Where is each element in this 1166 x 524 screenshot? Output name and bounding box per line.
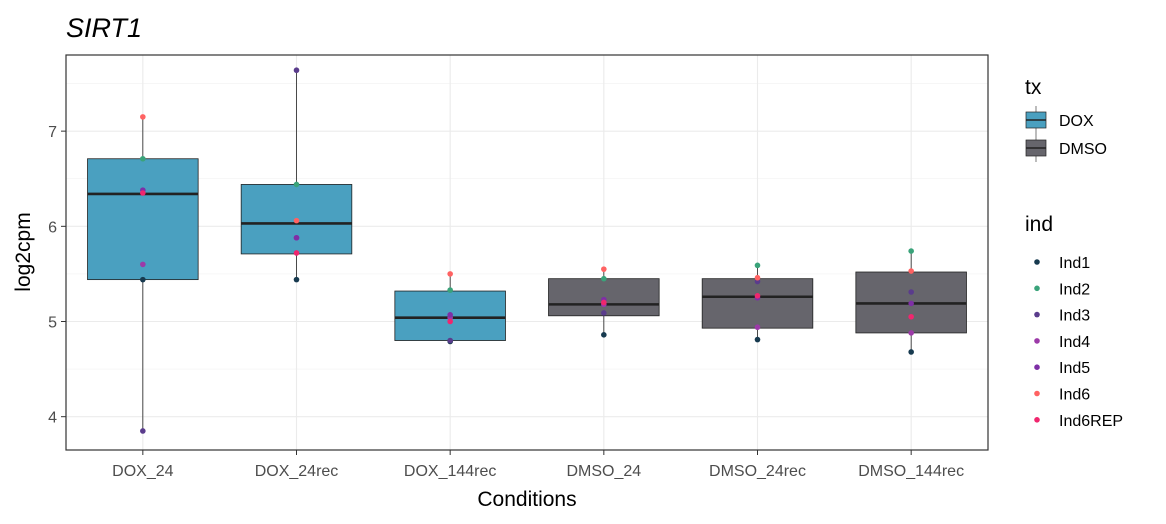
legend-tx-label: DOX [1059,113,1094,130]
legend-ind-item: Ind3 [1034,308,1090,325]
point-Ind1-DOX_24 [140,276,146,283]
legend-tx-item: DOX [1025,106,1094,134]
point-Ind6REP-DOX_24 [140,190,146,196]
point-Ind4-DMSO_144rec [908,330,914,336]
legend-ind-dot [1034,364,1040,371]
point-Ind6REP-DMSO_24 [601,299,607,306]
point-Ind5-DOX_24rec [293,234,300,241]
box-body [87,158,199,281]
point-Ind4-DMSO_24rec [754,324,761,331]
point-Ind1-DMSO_24rec [754,336,761,343]
point-Ind1-DMSO_144rec [908,349,914,355]
legend-ind-label: Ind4 [1059,334,1090,351]
point-Ind5-DOX_144rec [447,312,453,318]
legend-ind: ind Ind1 Ind2 Ind3 Ind4 Ind5 Ind6 Ind6REP [1025,213,1123,430]
point-Ind6-DMSO_144rec [908,268,914,274]
point-Ind6-DOX_144rec [447,271,453,277]
legend-tx: tx DOX DMSO [1025,76,1107,162]
point-Ind5-DMSO_144rec [908,300,914,307]
point-Ind1-DMSO_24 [601,332,607,338]
legend-ind-dot [1034,417,1040,423]
legend-ind-item: Ind4 [1034,334,1090,351]
y-tick-label: 4 [48,410,57,427]
legend-ind-dot [1034,259,1040,265]
plot-panel [66,55,988,450]
legend-ind-item: Ind5 [1034,360,1090,377]
point-Ind6-DMSO_24rec [754,274,761,281]
box-DOX_24 [87,116,199,431]
legend-ind-label: Ind6 [1059,387,1090,404]
point-Ind2-DOX_144rec [447,287,453,293]
legend-ind-dot [1034,338,1040,344]
point-Ind3-DMSO_24 [601,310,607,316]
point-Ind3-DOX_144rec [447,337,453,344]
chart-title: SIRT1 [66,13,142,43]
box-group [87,70,967,431]
point-Ind2-DMSO_144rec [908,248,914,254]
x-tick-label: DOX_144rec [404,463,497,480]
point-Ind3-DOX_24 [140,428,146,434]
legend-tx-label: DMSO [1059,141,1107,158]
point-Ind6-DOX_24rec [293,217,300,224]
point-Ind4-DOX_24 [140,261,146,268]
point-Ind6-DOX_24 [140,114,146,120]
legend-ind-label: Ind5 [1059,360,1090,377]
legend-ind-label: Ind6REP [1059,413,1123,430]
point-Ind2-DMSO_24rec [754,262,761,269]
point-Ind6-DMSO_24 [601,266,607,272]
point-Ind6REP-DMSO_144rec [908,313,914,320]
legend-ind-item: Ind6REP [1034,413,1123,430]
legend-tx-title: tx [1025,76,1042,99]
legend-tx-item: DMSO [1025,134,1107,162]
point-Ind2-DOX_24rec [293,181,300,188]
y-axis: 4 5 6 7 [48,124,66,427]
point-Ind3-DMSO_144rec [908,289,914,295]
legend-ind-dot [1034,311,1040,318]
legend-ind-dot [1034,285,1040,292]
point-Ind2-DMSO_24 [601,275,607,282]
x-tick-label: DMSO_24rec [709,463,806,480]
legend-ind-title: ind [1025,213,1053,236]
x-tick-label: DOX_24rec [255,463,339,480]
y-tick-label: 6 [48,219,57,236]
legend-ind-item: Ind6 [1034,387,1090,404]
x-tick-label: DOX_24 [112,463,173,480]
point-Ind6REP-DOX_144rec [447,318,453,325]
point-Ind1-DOX_24rec [293,276,300,283]
y-axis-title: log2cpm [12,212,35,291]
legend-ind-label: Ind3 [1059,308,1090,325]
y-tick-label: 7 [48,124,57,141]
box-body [701,278,814,329]
point-group [140,67,914,434]
box-DMSO_24rec [701,265,814,340]
point-Ind2-DOX_24 [140,155,146,162]
point-Ind6REP-DMSO_24rec [754,293,761,299]
legend-ind-dot [1034,390,1040,397]
y-tick-label: 5 [48,315,57,332]
x-tick-label: DMSO_24 [566,463,641,480]
x-axis-title: Conditions [477,488,576,511]
plot-border [65,54,989,451]
point-Ind6REP-DOX_24rec [293,250,300,256]
legend-ind-label: Ind1 [1059,255,1090,272]
legend-ind-item: Ind2 [1034,281,1090,298]
x-tick-label: DMSO_144rec [858,463,964,480]
legend-ind-item: Ind1 [1034,255,1090,272]
legend-ind-label: Ind2 [1059,281,1090,298]
point-Ind3-DOX_24rec [293,67,300,74]
x-axis: DOX_24 DOX_24rec DOX_144rec DMSO_24 DMSO_24r… [112,450,964,480]
